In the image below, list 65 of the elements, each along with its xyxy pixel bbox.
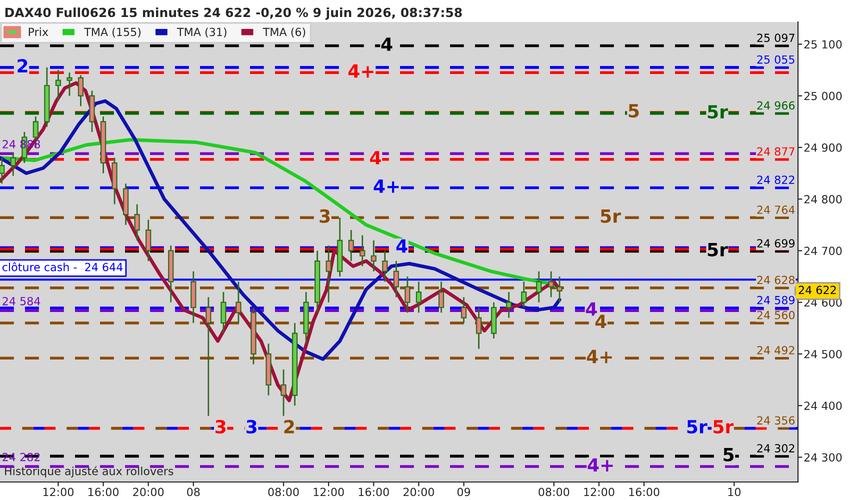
annotation: Historique ajusté aux rollovers bbox=[5, 466, 174, 478]
y-tick-label: 25 100 bbox=[804, 40, 842, 49]
annotation: 2 bbox=[18, 59, 28, 72]
ref-line-label: 24 302 bbox=[757, 444, 794, 452]
annotation: 5r bbox=[714, 420, 734, 434]
y-tick-label: 24 400 bbox=[804, 402, 842, 410]
annotation: 4 bbox=[595, 314, 606, 328]
y-tick-label: 24 900 bbox=[804, 143, 842, 152]
annotation: 5 bbox=[628, 104, 639, 118]
ref-line-label: 24 628 bbox=[757, 276, 795, 284]
ref-line-label: 24 699 bbox=[757, 239, 795, 248]
annotation: 4+ bbox=[374, 180, 399, 193]
annotation: 5r bbox=[708, 105, 728, 119]
ref-line-label: 24 764 bbox=[757, 206, 795, 214]
annotation: 3 bbox=[320, 209, 330, 223]
ref-line-label: 24 822 bbox=[757, 176, 794, 184]
ref-line-label: 24 877 bbox=[757, 147, 794, 156]
ref-line-label: 24 492 bbox=[757, 346, 794, 354]
y-tick-label: 24 700 bbox=[804, 246, 842, 256]
annotation: 5r bbox=[687, 420, 708, 434]
annotation: 24 622 bbox=[798, 286, 836, 294]
annotation: 3 bbox=[216, 420, 226, 434]
annotation: 5r bbox=[600, 209, 621, 223]
annotation: 4 bbox=[586, 302, 597, 316]
x-tick-label: 12:00 bbox=[584, 488, 614, 496]
annotation: 4+ bbox=[348, 64, 374, 78]
chart-title: DAX40 Full0626 15 minutes 24 622 -0,20 % 9 juin 2026, 08:37:58 bbox=[5, 8, 462, 20]
y-tick-label: 25 000 bbox=[804, 92, 842, 100]
x-tick-label: 12:00 bbox=[43, 488, 74, 496]
ref-line-label: 25 097 bbox=[757, 34, 794, 42]
x-tick-label: 08 bbox=[187, 488, 200, 496]
annotation: 4 bbox=[370, 151, 381, 164]
ref-line-label: 24 356 bbox=[757, 416, 795, 425]
x-tick-label: 16:00 bbox=[88, 488, 119, 496]
annotation: 4 bbox=[381, 38, 392, 51]
x-tick-label: 10 bbox=[728, 488, 740, 496]
x-tick-label: 20:00 bbox=[133, 488, 164, 496]
annotation: 5r bbox=[708, 243, 728, 256]
annotation: 24 888 bbox=[2, 140, 40, 148]
legend-label: Prix bbox=[28, 28, 48, 36]
x-tick-label: 16:00 bbox=[629, 488, 660, 496]
annotation: 3 bbox=[246, 420, 256, 434]
x-tick-label: 20:00 bbox=[404, 488, 434, 496]
legend-label: TMA (31) bbox=[176, 28, 226, 38]
x-tick-label: 12:00 bbox=[314, 488, 344, 496]
y-tick-label: 24 300 bbox=[804, 453, 842, 462]
annotation: 4+ bbox=[586, 350, 612, 364]
legend-label: TMA (155) bbox=[84, 28, 140, 38]
x-tick-label: 09 bbox=[457, 488, 470, 496]
annotation: 24 584 bbox=[2, 296, 40, 306]
x-tick-label: 08:00 bbox=[268, 488, 299, 496]
ref-line-label: 24 589 bbox=[757, 296, 795, 304]
y-tick-label: 24 500 bbox=[804, 350, 842, 358]
legend-label: TMA (6) bbox=[262, 28, 306, 38]
ref-line-label: 24 560 bbox=[757, 310, 795, 320]
ref-line-label: 25 055 bbox=[757, 55, 794, 64]
annotation: 2 bbox=[284, 420, 294, 434]
annotation: 5 bbox=[724, 448, 734, 462]
x-tick-label: 16:00 bbox=[358, 488, 389, 496]
annotation: 4 bbox=[396, 239, 408, 253]
x-tick-label: 08:00 bbox=[538, 488, 570, 496]
annotation: 4+ bbox=[588, 458, 613, 472]
annotation: clôture cash - 24 644 bbox=[2, 262, 123, 272]
ref-line-label: 24 966 bbox=[757, 101, 795, 110]
y-tick-label: 24 800 bbox=[804, 195, 842, 204]
